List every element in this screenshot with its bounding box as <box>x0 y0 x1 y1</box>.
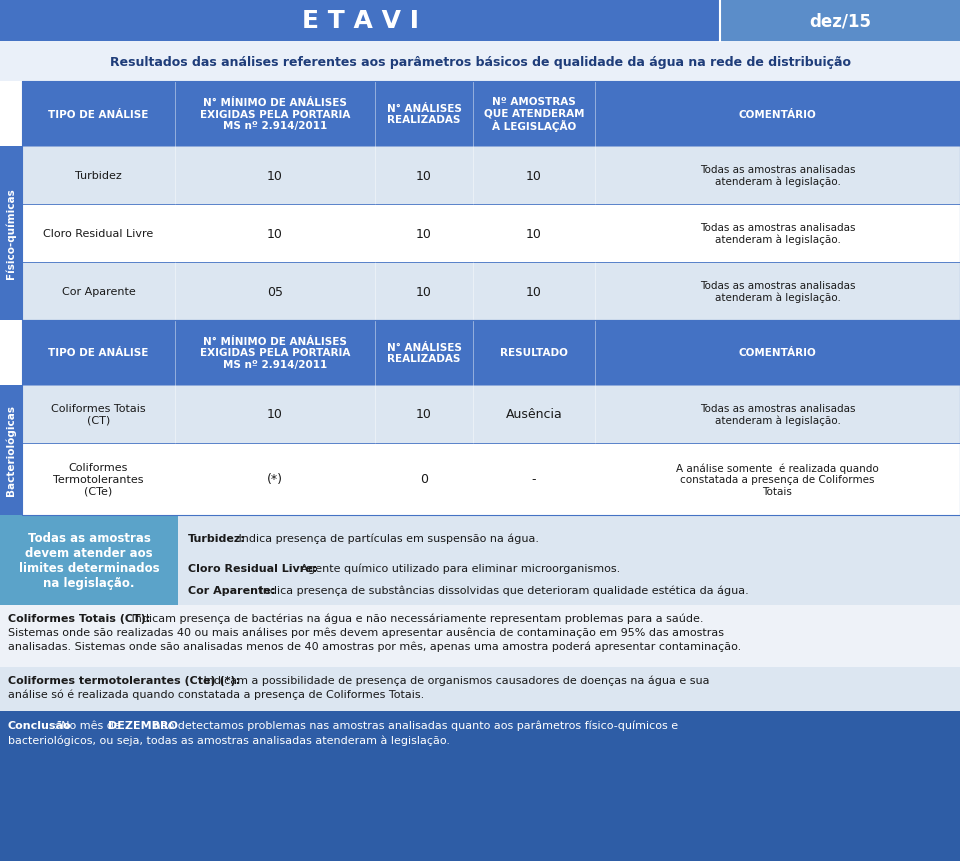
Text: N° MÍNIMO DE ANÁLISES
EXIGIDAS PELA PORTARIA
MS nº 2.914/2011: N° MÍNIMO DE ANÁLISES EXIGIDAS PELA PORT… <box>200 337 350 369</box>
Text: Coliformes Totais (CT):: Coliformes Totais (CT): <box>8 613 151 623</box>
Text: 10: 10 <box>267 408 283 421</box>
Text: 10: 10 <box>267 227 283 240</box>
Text: TIPO DE ANÁLISE: TIPO DE ANÁLISE <box>48 348 149 358</box>
Text: COMENTÁRIO: COMENTÁRIO <box>738 348 816 358</box>
Text: COMENTÁRIO: COMENTÁRIO <box>738 109 816 120</box>
Text: RESULTADO: RESULTADO <box>500 348 568 358</box>
Text: Ausência: Ausência <box>506 408 563 421</box>
Text: Todas as amostras
devem atender aos
limites determinados
na legislação.: Todas as amostras devem atender aos limi… <box>18 531 159 589</box>
Bar <box>22 386 960 443</box>
Text: Coliformes
Termotolerantes
(CTe): Coliformes Termotolerantes (CTe) <box>53 463 144 496</box>
Text: Indica presença de partículas em suspensão na água.: Indica presença de partículas em suspens… <box>235 533 539 544</box>
Bar <box>0 386 22 516</box>
Bar <box>22 82 960 147</box>
Text: dez/15: dez/15 <box>809 12 871 30</box>
Text: Indicam a possibilidade de presença de organismos causadores de doenças na água : Indicam a possibilidade de presença de o… <box>201 675 709 685</box>
Text: 10: 10 <box>416 170 432 183</box>
Text: N° ANÁLISES
REALIZADAS: N° ANÁLISES REALIZADAS <box>387 343 462 364</box>
Bar <box>0 516 178 605</box>
Text: Resultados das análises referentes aos parâmetros básicos de qualidade da água n: Resultados das análises referentes aos p… <box>109 55 851 68</box>
Text: Agente químico utilizado para eliminar microorganismos.: Agente químico utilizado para eliminar m… <box>298 563 620 573</box>
Text: Todas as amostras analisadas
atenderam à legislação.: Todas as amostras analisadas atenderam à… <box>700 164 855 187</box>
Text: DEZEMBRO: DEZEMBRO <box>108 720 179 730</box>
Text: Cor Aparente: Cor Aparente <box>61 287 135 297</box>
Text: Nº AMOSTRAS
QUE ATENDERAM
À LEGISLAÇÃO: Nº AMOSTRAS QUE ATENDERAM À LEGISLAÇÃO <box>484 96 585 133</box>
Text: (*): (*) <box>267 473 283 486</box>
Text: Conclusão: Conclusão <box>8 720 72 730</box>
Text: análise só é realizada quando constatada a presença de Coliformes Totais.: análise só é realizada quando constatada… <box>8 689 424 700</box>
Text: Turbidez:: Turbidez: <box>188 533 246 543</box>
Bar <box>0 147 22 320</box>
Text: Indica presença de substâncias dissolvidas que deterioram qualidade estética da : Indica presença de substâncias dissolvid… <box>255 585 749 596</box>
Text: 10: 10 <box>267 170 283 183</box>
Text: Cloro Residual Livre:: Cloro Residual Livre: <box>188 563 317 573</box>
Text: Coliformes Totais
(CT): Coliformes Totais (CT) <box>51 404 146 425</box>
Text: TIPO DE ANÁLISE: TIPO DE ANÁLISE <box>48 109 149 120</box>
Text: Físico-químicas: Físico-químicas <box>6 189 16 279</box>
Text: 10: 10 <box>526 227 542 240</box>
Text: : No mês de: : No mês de <box>55 720 125 730</box>
Bar <box>22 147 960 205</box>
Text: 10: 10 <box>416 408 432 421</box>
Bar <box>0 42 960 82</box>
Text: A análise somente  é realizada quando
constatada a presença de Coliformes
Totais: A análise somente é realizada quando con… <box>676 462 878 496</box>
Text: 10: 10 <box>526 170 542 183</box>
Text: Cor Aparente:: Cor Aparente: <box>188 585 276 595</box>
Text: N° MÍNIMO DE ANÁLISES
EXIGIDAS PELA PORTARIA
MS nº 2.914/2011: N° MÍNIMO DE ANÁLISES EXIGIDAS PELA PORT… <box>200 98 350 131</box>
Bar <box>22 320 960 386</box>
Bar <box>0 711 960 861</box>
Bar <box>22 205 960 263</box>
Text: Todas as amostras analisadas
atenderam à legislação.: Todas as amostras analisadas atenderam à… <box>700 223 855 245</box>
Bar <box>0 667 960 711</box>
Text: analisadas. Sistemas onde são analisadas menos de 40 amostras por mês, apenas um: analisadas. Sistemas onde são analisadas… <box>8 641 741 652</box>
Text: Cloro Residual Livre: Cloro Residual Livre <box>43 229 154 238</box>
Text: Coliformes termotolerantes (Cte) (*):: Coliformes termotolerantes (Cte) (*): <box>8 675 240 685</box>
Text: 0: 0 <box>420 473 428 486</box>
Text: Sistemas onde são realizadas 40 ou mais análises por mês devem apresentar ausênc: Sistemas onde são realizadas 40 ou mais … <box>8 628 724 638</box>
Text: Todas as amostras analisadas
atenderam à legislação.: Todas as amostras analisadas atenderam à… <box>700 281 855 303</box>
Text: -: - <box>532 473 537 486</box>
Bar <box>178 516 960 605</box>
Text: Indicam presença de bactérias na água e não necessáriamente representam problema: Indicam presença de bactérias na água e … <box>128 613 703 623</box>
Text: N° ANÁLISES
REALIZADAS: N° ANÁLISES REALIZADAS <box>387 103 462 125</box>
Text: Todas as amostras analisadas
atenderam à legislação.: Todas as amostras analisadas atenderam à… <box>700 404 855 425</box>
Text: E T A V I: E T A V I <box>301 9 419 33</box>
Bar <box>22 263 960 320</box>
Text: bacteriológicos, ou seja, todas as amostras analisadas atenderam à legislação.: bacteriológicos, ou seja, todas as amost… <box>8 735 450 746</box>
Bar <box>0 0 960 42</box>
Bar <box>720 0 960 42</box>
Bar <box>0 605 960 667</box>
Text: 10: 10 <box>526 285 542 298</box>
Text: Turbidez: Turbidez <box>75 170 122 181</box>
Text: Bacteriológicas: Bacteriológicas <box>6 405 16 496</box>
Bar <box>22 82 960 320</box>
Bar <box>22 320 960 516</box>
Text: 10: 10 <box>416 285 432 298</box>
Text: 10: 10 <box>416 227 432 240</box>
Bar <box>22 443 960 516</box>
Text: 05: 05 <box>267 285 283 298</box>
Text: não detectamos problemas nas amostras analisadas quanto aos parâmetros físico-qu: não detectamos problemas nas amostras an… <box>150 720 678 731</box>
